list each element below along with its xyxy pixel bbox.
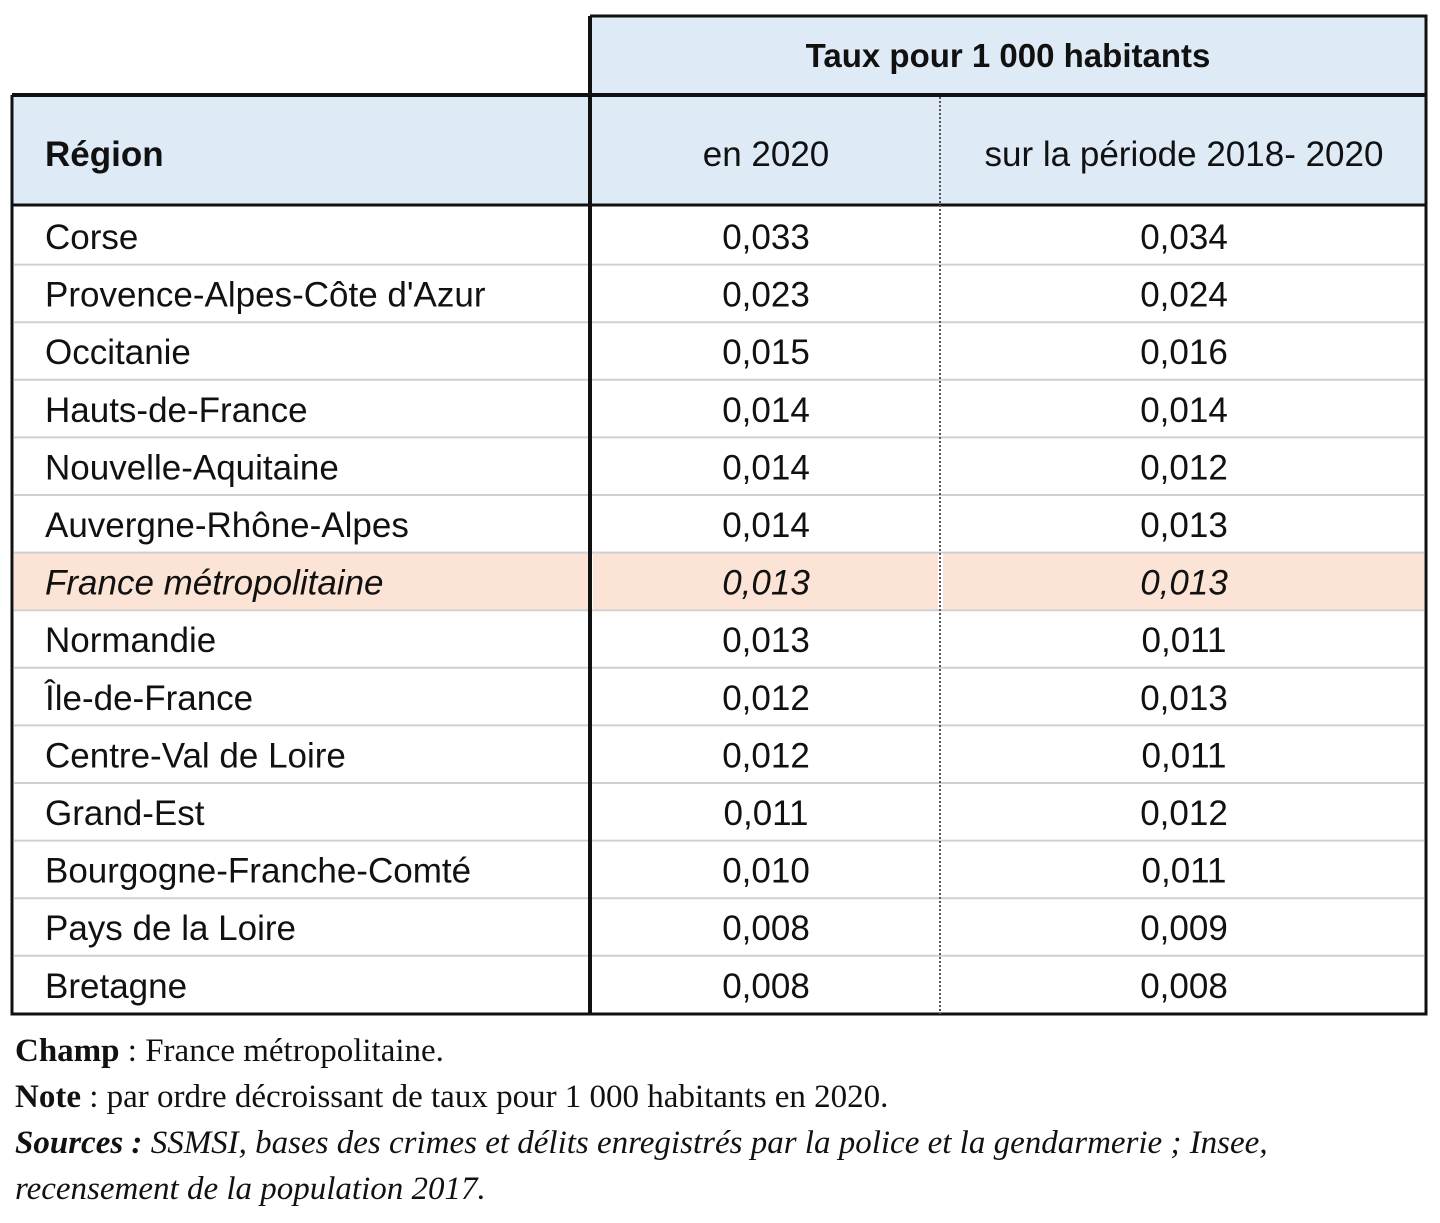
group-header-text: Taux pour 1 000 habitants [806, 37, 1211, 74]
table-notes: Champ : France métropolitaine. Note : pa… [15, 1028, 1435, 1212]
row-region-label: Normandie [45, 621, 216, 660]
row-value-2018-2020: 0,011 [1142, 621, 1227, 660]
column-header-2018-2020: sur la période 2018- 2020 [985, 135, 1384, 174]
row-region-label: Île-de-France [44, 679, 253, 718]
sources-label: Sources : [15, 1125, 143, 1161]
champ-label: Champ [15, 1033, 120, 1069]
row-region-label: Centre-Val de Loire [45, 736, 346, 775]
highlight-row-fill [593, 551, 938, 610]
row-value-2020: 0,008 [722, 967, 810, 1006]
row-value-2018-2020: 0,011 [1142, 736, 1227, 775]
row-value-2018-2020: 0,024 [1140, 276, 1228, 315]
row-value-2020: 0,015 [722, 333, 810, 372]
highlight-row-fill [14, 551, 588, 610]
note-sources-cont: recensement de la population 2017. [15, 1166, 1435, 1212]
column-header-row [12, 95, 1426, 205]
row-value-2018-2020: 0,013 [1140, 564, 1228, 603]
table-body: Corse 0,033 0,034 Provence-Alpes-Côte d'Azu… [14, 218, 1424, 1006]
champ-text: : France métropolitaine. [119, 1033, 444, 1069]
row-region-label: France métropolitaine [45, 564, 384, 603]
note-champ: Champ : France métropolitaine. [15, 1028, 1435, 1074]
row-value-2020: 0,011 [724, 794, 809, 833]
data-table: Corse 0,033 0,034 Provence-Alpes-Côte d'Azu… [10, 14, 1428, 1016]
row-region-label: Auvergne-Rhône-Alpes [45, 506, 409, 545]
row-value-2018-2020: 0,012 [1140, 794, 1228, 833]
row-value-2018-2020: 0,013 [1140, 679, 1228, 718]
row-region-label: Corse [45, 218, 138, 257]
table-borders [10, 14, 1428, 1016]
row-region-label: Nouvelle-Aquitaine [45, 448, 339, 487]
row-region-label: Hauts-de-France [45, 391, 308, 430]
row-value-2020: 0,014 [722, 506, 810, 545]
column-header-2020: en 2020 [703, 135, 830, 174]
row-value-2020: 0,013 [722, 621, 810, 660]
sources-text-1: SSMSI, bases des crimes et délits enregi… [142, 1125, 1268, 1161]
row-value-2018-2020: 0,008 [1140, 967, 1228, 1006]
row-value-2018-2020: 0,009 [1140, 909, 1228, 948]
row-value-2018-2020: 0,034 [1140, 218, 1228, 257]
note-sources: Sources : SSMSI, bases des crimes et dél… [15, 1120, 1435, 1166]
row-value-2020: 0,012 [722, 736, 810, 775]
group-header-cell [590, 16, 1426, 94]
row-region-label: Grand-Est [45, 794, 205, 833]
row-region-label: Provence-Alpes-Côte d'Azur [45, 276, 486, 315]
note-label: Note [15, 1079, 81, 1115]
row-value-2018-2020: 0,014 [1140, 391, 1228, 430]
row-value-2020: 0,010 [722, 852, 810, 891]
row-value-2020: 0,033 [722, 218, 810, 257]
sources-text-2: recensement de la population 2017. [15, 1171, 486, 1207]
row-value-2020: 0,014 [722, 448, 810, 487]
note-order: Note : par ordre décroissant de taux pou… [15, 1074, 1435, 1120]
row-region-label: Pays de la Loire [45, 909, 296, 948]
row-value-2020: 0,008 [722, 909, 810, 948]
row-value-2020: 0,014 [722, 391, 810, 430]
row-value-2018-2020: 0,012 [1140, 448, 1228, 487]
row-value-2020: 0,023 [722, 276, 810, 315]
row-region-label: Bretagne [45, 967, 187, 1006]
row-value-2020: 0,013 [722, 564, 810, 603]
row-region-label: Occitanie [45, 333, 191, 372]
note-text: : par ordre décroissant de taux pour 1 0… [80, 1079, 889, 1115]
row-value-2018-2020: 0,016 [1140, 333, 1228, 372]
column-header-region: Région [45, 135, 164, 174]
row-value-2020: 0,012 [722, 679, 810, 718]
row-value-2018-2020: 0,013 [1140, 506, 1228, 545]
highlight-row-fill [943, 551, 1424, 610]
row-region-label: Bourgogne-Franche-Comté [45, 852, 471, 891]
row-value-2018-2020: 0,011 [1142, 852, 1227, 891]
